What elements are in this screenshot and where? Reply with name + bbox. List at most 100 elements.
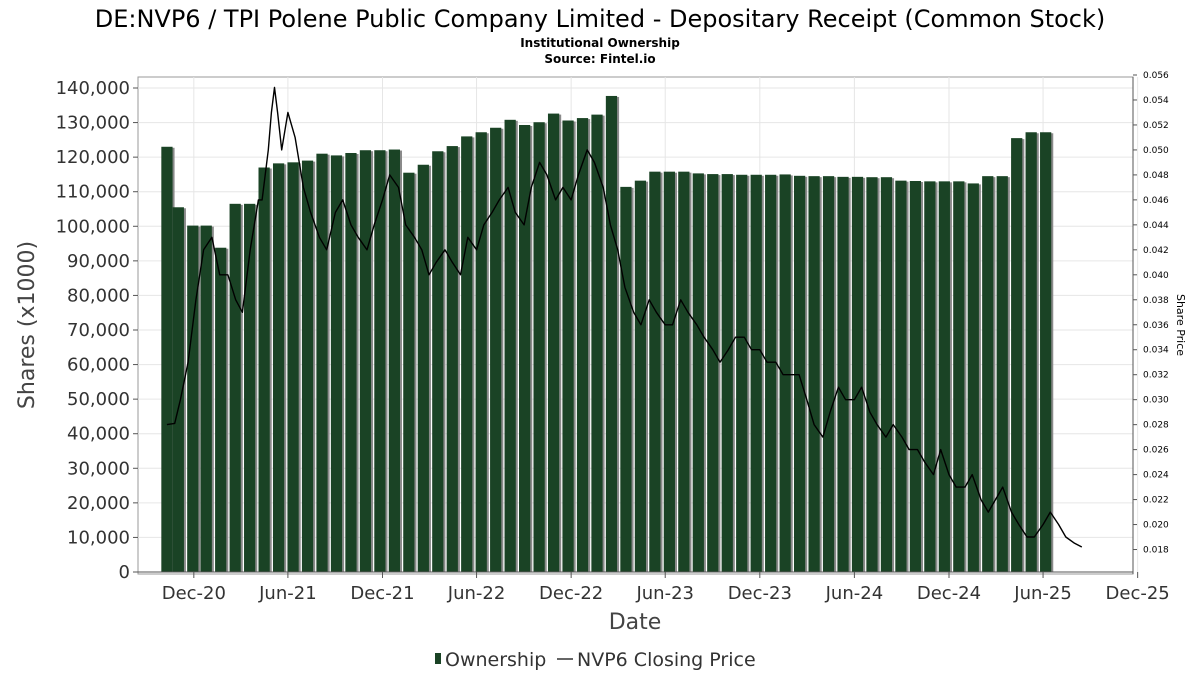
ownership-bar: [649, 171, 661, 573]
ownership-bar: [519, 124, 531, 573]
ownership-bar: [938, 181, 950, 573]
price-line-layer: [166, 86, 1083, 548]
y2-tick-label: 0.052: [1143, 121, 1169, 131]
ownership-bar: [374, 150, 386, 572]
ownership-bar: [287, 162, 299, 573]
ownership-bar: [461, 136, 473, 572]
ownership-bar: [909, 180, 922, 573]
y-tick-label: 50,000: [67, 389, 130, 410]
ownership-bar: [779, 174, 791, 572]
y-tick-label: 60,000: [67, 355, 130, 376]
x-axis-label: Date: [609, 610, 662, 635]
y2-tick-label: 0.024: [1143, 471, 1169, 481]
y-axis: 0 10,000 20,000 30,000 40,000 50,000 60,000 70,…: [56, 78, 138, 583]
y2-tick-label: 0.046: [1143, 196, 1169, 206]
x-tick-label: Jun-21: [258, 583, 317, 604]
ownership-bar: [417, 164, 429, 572]
y2-axis: 0.018 0.020 0.022 0.024 0.026 0.028 0.030 0.032…: [1132, 71, 1169, 574]
y-tick-label: 40,000: [67, 424, 130, 445]
ownership-bar: [562, 120, 574, 573]
ownership-bar: [330, 155, 343, 572]
ownership-bar: [996, 176, 1008, 572]
x-tick-label: Dec-21: [350, 583, 414, 604]
ownership-bar: [605, 95, 618, 573]
y-tick-label: 30,000: [67, 458, 130, 479]
ownership-bar: [359, 150, 372, 572]
ownership-bar: [793, 175, 806, 572]
ownership-bar: [446, 146, 458, 572]
y-tick-label: 10,000: [67, 527, 130, 548]
y2-tick-label: 0.054: [1143, 96, 1169, 106]
ownership-bar: [432, 151, 444, 572]
ownership-bar: [576, 118, 589, 572]
y-tick-label: 120,000: [56, 147, 130, 168]
y-tick-label: 0: [119, 562, 130, 583]
y2-tick-label: 0.028: [1143, 421, 1169, 431]
y2-tick-label: 0.036: [1143, 321, 1169, 331]
price-line: [166, 86, 1083, 548]
y2-tick-label: 0.034: [1143, 346, 1169, 356]
x-tick-label: Jun-22: [447, 583, 506, 604]
ownership-bar: [707, 174, 719, 572]
ownership-bar: [1011, 138, 1023, 572]
ownership-bar: [678, 171, 690, 573]
y2-tick-label: 0.030: [1143, 396, 1169, 406]
y-axis-label: Shares (x1000): [15, 241, 40, 409]
y2-tick-label: 0.022: [1143, 496, 1169, 506]
ownership-bars: [161, 95, 1054, 573]
y2-tick-label: 0.048: [1143, 171, 1169, 181]
ownership-bar: [692, 173, 704, 573]
ownership-bar: [895, 180, 907, 572]
ownership-bar: [187, 225, 199, 572]
ownership-bar: [316, 153, 328, 572]
ownership-bar: [663, 171, 675, 573]
legend: Ownership NVP6 Closing Price: [435, 649, 756, 671]
ownership-bar: [880, 177, 893, 573]
y2-tick-label: 0.042: [1143, 246, 1169, 256]
ownership-bar: [736, 174, 748, 572]
y2-tick-label: 0.044: [1143, 221, 1169, 231]
y-tick-label: 130,000: [56, 113, 130, 134]
y2-tick-label: 0.056: [1143, 71, 1169, 81]
ownership-bar: [161, 146, 173, 572]
ownership-bar: [591, 114, 603, 573]
y-tick-label: 140,000: [56, 78, 130, 99]
ownership-bar: [967, 183, 979, 572]
legend-ownership-label: Ownership: [445, 649, 546, 671]
x-tick-label: Dec-24: [917, 583, 981, 604]
x-axis: Dec-20 Jun-21 Dec-21 Jun-22 Dec-22 Jun-23 Dec-…: [138, 571, 1170, 604]
ownership-bar: [866, 177, 878, 573]
ownership-bar: [1040, 132, 1052, 572]
y2-tick-label: 0.050: [1143, 146, 1169, 156]
x-tick-label: Dec-23: [728, 583, 792, 604]
y2-tick-label: 0.018: [1143, 546, 1169, 556]
ownership-bar: [490, 127, 502, 572]
ownership-bar: [403, 172, 415, 572]
y2-tick-label: 0.038: [1143, 296, 1169, 306]
ownership-bar: [822, 176, 835, 572]
x-tick-label: Jun-23: [635, 583, 694, 604]
ownership-bar: [851, 176, 864, 572]
y-tick-label: 20,000: [67, 493, 130, 514]
y2-tick-label: 0.026: [1143, 446, 1169, 456]
y-tick-label: 80,000: [67, 285, 130, 306]
ownership-bar: [475, 132, 487, 572]
chart-subtitle: Institutional Ownership: [520, 36, 680, 50]
y2-tick-label: 0.020: [1143, 521, 1169, 531]
ownership-bar: [750, 174, 762, 572]
ownership-bar: [388, 149, 400, 572]
ownership-bar: [808, 176, 820, 572]
ownership-bar: [229, 203, 241, 573]
y-tick-label: 100,000: [56, 216, 130, 237]
ownership-bar: [301, 160, 314, 572]
ownership-bar: [272, 163, 285, 572]
ownership-bar: [721, 174, 733, 572]
y2-axis-label: Share Price: [1174, 294, 1187, 356]
y2-tick-label: 0.032: [1143, 371, 1169, 381]
y2-tick-label: 0.040: [1143, 271, 1169, 281]
x-tick-label: Dec-22: [539, 583, 603, 604]
ownership-bar: [837, 176, 849, 572]
ownership-bar: [200, 225, 212, 572]
ownership-bar: [244, 203, 256, 573]
